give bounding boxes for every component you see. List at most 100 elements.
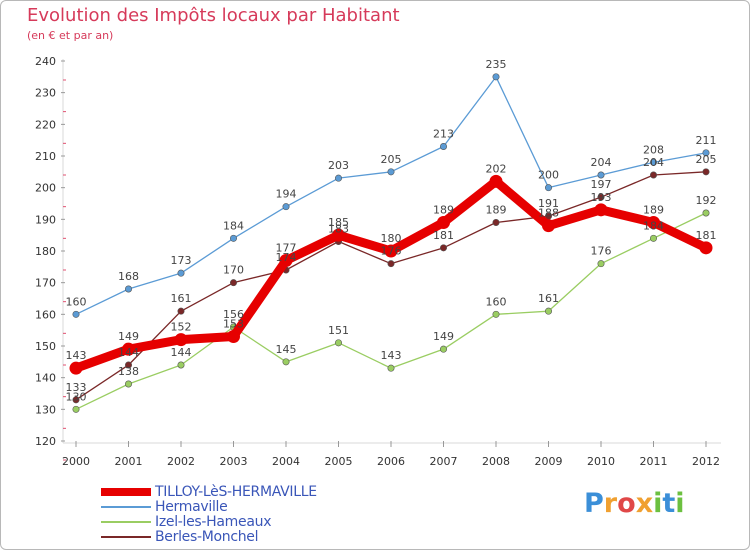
data-point xyxy=(439,244,447,252)
data-point xyxy=(702,209,710,217)
data-label: 188 xyxy=(538,207,559,220)
data-label: 192 xyxy=(696,194,717,207)
data-point xyxy=(439,143,447,151)
data-label: 194 xyxy=(276,188,297,201)
y-tick-label: 220 xyxy=(35,118,56,131)
data-label: 152 xyxy=(171,321,192,334)
data-label: 205 xyxy=(381,153,402,166)
data-label: 176 xyxy=(381,245,402,258)
data-point xyxy=(649,158,657,166)
legend-label: TILLOY-LèS-HERMAVILLE xyxy=(155,484,317,500)
x-tick-label: 2005 xyxy=(325,455,353,468)
data-point xyxy=(597,171,605,179)
data-label: 174 xyxy=(276,251,297,264)
y-tick-label: 160 xyxy=(35,308,56,321)
data-label: 193 xyxy=(591,191,612,204)
x-tick-label: 2011 xyxy=(640,455,668,468)
data-point xyxy=(125,380,133,388)
data-point xyxy=(69,361,83,375)
data-label: 191 xyxy=(538,197,559,210)
logo-letter: i xyxy=(675,488,685,519)
data-label: 138 xyxy=(118,365,139,378)
x-tick-label: 2009 xyxy=(535,455,563,468)
series-line xyxy=(71,176,711,373)
legend-swatch xyxy=(101,521,151,523)
data-label: 204 xyxy=(643,156,664,169)
logo-letter: i xyxy=(653,488,663,519)
data-label: 133 xyxy=(66,381,87,394)
x-tick-label: 2007 xyxy=(430,455,458,468)
data-point xyxy=(122,342,135,356)
y-tick-label: 130 xyxy=(35,403,56,416)
data-point xyxy=(384,244,398,258)
data-point xyxy=(230,234,238,242)
data-label: 144 xyxy=(171,346,192,359)
logo-letter: P xyxy=(584,488,604,519)
data-label: 170 xyxy=(223,264,244,277)
data-point xyxy=(282,203,290,211)
chart-subtitle: (en € et par an) xyxy=(27,29,114,42)
data-point xyxy=(177,269,185,277)
logo-letter: r xyxy=(603,488,618,519)
data-label: 161 xyxy=(171,292,192,305)
data-label: 151 xyxy=(328,324,349,337)
x-tick-label: 2001 xyxy=(115,455,143,468)
data-point xyxy=(702,168,710,176)
data-point xyxy=(647,216,660,229)
data-label: 205 xyxy=(696,153,717,166)
data-label: 168 xyxy=(118,270,139,283)
y-tick-label: 240 xyxy=(35,55,56,68)
data-label: 213 xyxy=(433,128,454,141)
data-point xyxy=(72,405,80,413)
data-label: 189 xyxy=(643,204,664,217)
x-tick-label: 2000 xyxy=(62,455,90,468)
y-tick-label: 170 xyxy=(35,277,56,290)
data-point xyxy=(125,285,133,293)
data-point xyxy=(702,149,710,157)
data-label: 189 xyxy=(486,204,507,217)
data-point xyxy=(492,310,500,318)
data-label: 185 xyxy=(328,216,349,229)
y-tick-label: 200 xyxy=(35,182,56,195)
data-label: 177 xyxy=(276,242,297,255)
legend-label: Izel-les-Hameaux xyxy=(155,514,272,530)
legend-swatch xyxy=(101,506,151,508)
data-point xyxy=(594,203,608,217)
data-label: 235 xyxy=(486,58,507,71)
data-label: 144 xyxy=(118,346,139,359)
data-label: 143 xyxy=(66,349,87,362)
data-point xyxy=(174,333,188,347)
data-label: 211 xyxy=(696,134,717,147)
data-label: 149 xyxy=(118,330,139,343)
data-point xyxy=(72,396,80,404)
x-tick-label: 2012 xyxy=(692,455,720,468)
data-point xyxy=(437,216,450,229)
logo-letter: t xyxy=(662,488,676,519)
data-label: 183 xyxy=(328,223,349,236)
legend-label: Hermaville xyxy=(155,499,228,515)
data-point xyxy=(699,241,713,255)
legend-swatch xyxy=(101,488,151,496)
x-tick-label: 2006 xyxy=(377,455,405,468)
x-tick-label: 2010 xyxy=(587,455,615,468)
data-point xyxy=(177,307,185,315)
y-tick-label: 210 xyxy=(35,150,56,163)
data-label: 203 xyxy=(328,159,349,172)
legend-swatch xyxy=(101,536,151,538)
data-point xyxy=(489,174,503,188)
data-point xyxy=(387,364,395,372)
data-point xyxy=(649,234,657,242)
chart-title: Evolution des Impôts locaux par Habitant xyxy=(27,5,400,26)
data-label: 160 xyxy=(486,295,507,308)
data-point xyxy=(649,171,657,179)
data-label: 181 xyxy=(433,229,454,242)
y-tick-label: 190 xyxy=(35,213,56,226)
data-label: 160 xyxy=(66,295,87,308)
data-label: 130 xyxy=(66,390,87,403)
data-point xyxy=(544,307,552,315)
data-label: 145 xyxy=(276,343,297,356)
data-point xyxy=(597,193,605,201)
data-point xyxy=(439,345,447,353)
